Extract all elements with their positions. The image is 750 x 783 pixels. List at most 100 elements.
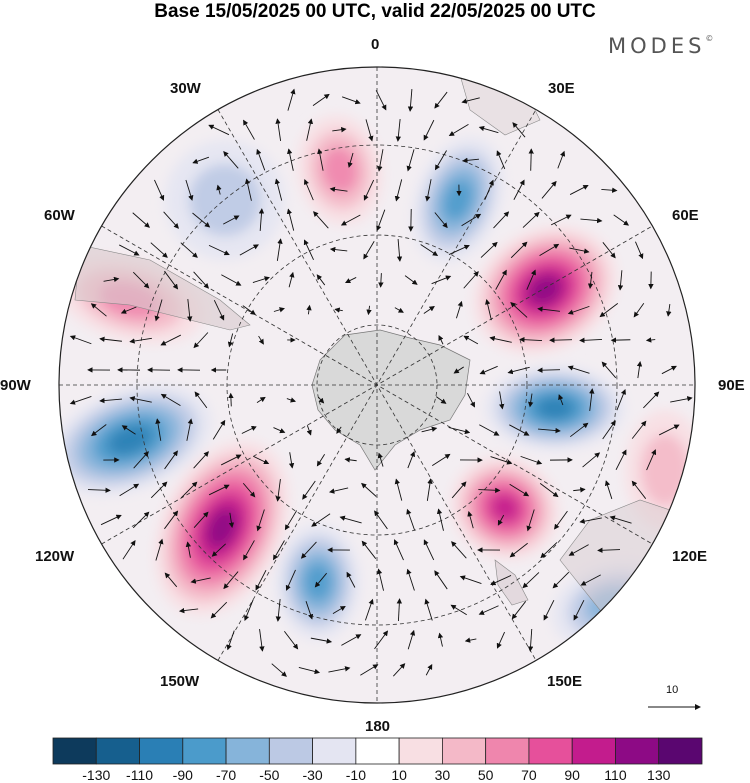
- wind-arrow: [317, 148, 324, 171]
- colorbar-tick-label: -10: [345, 767, 366, 783]
- wind-arrow: [90, 303, 107, 317]
- brand-mark: ©: [705, 34, 714, 43]
- wind-arrow: [528, 393, 534, 408]
- wind-arrow: [339, 515, 362, 524]
- wind-arrow: [631, 420, 647, 439]
- wind-arrow: [522, 572, 540, 589]
- wind-arrow: [549, 337, 573, 343]
- wind-arrow: [99, 336, 122, 342]
- vector-scale-label: 10: [666, 684, 679, 696]
- anomaly-contour: [304, 562, 332, 602]
- wind-arrow: [150, 481, 168, 499]
- wind-arrow: [276, 238, 283, 261]
- wind-arrow: [509, 542, 528, 558]
- wind-arrow: [587, 271, 594, 289]
- wind-arrow: [461, 97, 480, 104]
- wind-arrow: [306, 425, 312, 436]
- lon-label-150w: 150W: [160, 673, 200, 690]
- wind-arrow: [341, 634, 362, 646]
- wind-arrow: [364, 598, 374, 621]
- wind-arrow: [193, 271, 210, 289]
- wind-arrow: [489, 335, 512, 343]
- wind-arrow: [311, 513, 331, 527]
- wind-arrow: [286, 208, 295, 231]
- wind-arrow: [185, 541, 192, 558]
- wind-arrow: [597, 547, 621, 553]
- wind-arrow: [426, 478, 433, 501]
- wind-arrow: [243, 540, 255, 561]
- wind-arrow: [497, 514, 505, 526]
- wind-arrow: [187, 299, 193, 322]
- wind-arrow: [186, 418, 193, 441]
- wind-arrow: [216, 184, 222, 195]
- anomaly-contour: [321, 146, 359, 194]
- anomaly-contour: [535, 396, 575, 420]
- colorbar-tick-label: -70: [215, 767, 237, 783]
- wind-arrow: [496, 631, 505, 649]
- wind-arrow: [643, 391, 660, 409]
- wind-arrow: [463, 271, 479, 289]
- wind-arrow: [434, 150, 447, 171]
- new-zealand: [494, 559, 529, 606]
- wind-arrow: [365, 119, 374, 142]
- wind-arrow: [604, 480, 613, 500]
- lon-label-60w: 60W: [44, 207, 75, 224]
- wind-arrow: [580, 217, 603, 224]
- wind-arrow: [287, 88, 296, 111]
- wind-arrow: [436, 508, 444, 531]
- wind-arrow: [120, 306, 137, 314]
- wind-arrow: [275, 599, 282, 622]
- wind-arrow: [228, 392, 234, 407]
- colorbar-swatch: [225, 737, 270, 765]
- wind-arrow: [347, 152, 354, 168]
- wind-arrow: [208, 484, 230, 496]
- wind-arrow: [363, 241, 375, 260]
- wind-arrow: [495, 269, 507, 290]
- wind-arrow: [208, 244, 230, 256]
- wind-arrow: [437, 632, 444, 647]
- wind-arrow: [636, 361, 643, 379]
- wind-arrow: [392, 663, 406, 677]
- wind-arrow: [601, 361, 617, 379]
- wind-arrow: [541, 180, 557, 199]
- wind-arrow: [526, 509, 535, 532]
- wind-arrow: [635, 241, 644, 260]
- wind-arrow: [616, 388, 626, 411]
- wind-arrow: [258, 208, 265, 232]
- lon-label-90w: 90W: [0, 377, 31, 394]
- wind-arrow: [256, 148, 266, 171]
- colorbar-swatch: [312, 737, 357, 765]
- wind-arrow: [285, 569, 296, 591]
- wind-arrow: [421, 426, 438, 433]
- wind-arrow: [221, 274, 242, 286]
- wind-arrow: [160, 393, 181, 406]
- wind-arrow: [617, 270, 624, 291]
- wind-arrow: [420, 244, 439, 257]
- wind-arrow: [133, 451, 149, 469]
- colorbar-swatch: [398, 737, 443, 765]
- wind-arrow: [212, 419, 226, 440]
- wind-arrow: [361, 540, 377, 559]
- wind-arrow: [241, 426, 257, 434]
- wind-arrow: [464, 637, 477, 643]
- wind-arrow: [478, 487, 501, 493]
- wind-arrow: [119, 244, 140, 256]
- wind-arrow: [164, 572, 178, 588]
- anomaly-contour: [528, 275, 562, 305]
- wind-arrow: [284, 510, 298, 531]
- wind-arrow: [274, 178, 283, 201]
- wind-arrow: [396, 239, 403, 262]
- wind-arrow: [434, 212, 448, 229]
- wind-arrow: [305, 601, 314, 620]
- wind-arrow: [567, 305, 590, 315]
- wind-arrow: [164, 450, 178, 470]
- wind-arrow: [210, 601, 228, 619]
- wind-arrow: [155, 418, 162, 441]
- wind-arrow: [332, 605, 346, 614]
- wind-arrow: [589, 388, 595, 411]
- wind-arrow: [283, 630, 299, 650]
- wind-arrow: [480, 241, 498, 258]
- wind-arrow: [490, 575, 512, 586]
- wind-arrow: [244, 599, 254, 622]
- wind-arrow: [193, 332, 209, 349]
